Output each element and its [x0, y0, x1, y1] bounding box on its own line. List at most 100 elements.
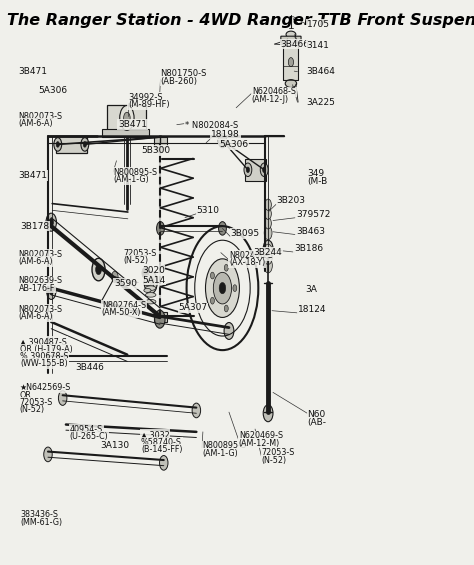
Text: 5310: 5310	[196, 206, 219, 215]
Circle shape	[264, 258, 273, 273]
Bar	[154, 137, 167, 147]
Circle shape	[246, 167, 249, 172]
Text: (AM-6-A): (AM-6-A)	[18, 119, 53, 128]
Text: N620468-S: N620468-S	[252, 88, 296, 97]
Circle shape	[156, 221, 164, 235]
Ellipse shape	[146, 286, 156, 290]
Text: N802073-S: N802073-S	[18, 112, 63, 121]
Text: N802073-S: N802073-S	[18, 250, 63, 259]
Text: AB-176-F: AB-176-F	[18, 284, 55, 293]
Text: 3B203: 3B203	[276, 196, 305, 205]
Circle shape	[218, 133, 227, 148]
Text: 3141: 3141	[307, 41, 329, 50]
Text: 379572: 379572	[296, 210, 330, 219]
Circle shape	[124, 112, 130, 124]
Text: N620469-S: N620469-S	[239, 431, 283, 440]
Text: 3B463: 3B463	[296, 227, 325, 236]
Ellipse shape	[146, 299, 156, 304]
Text: (MM-61-G): (MM-61-G)	[20, 518, 63, 527]
Circle shape	[56, 142, 59, 147]
Text: 3B446: 3B446	[76, 363, 105, 372]
Circle shape	[263, 167, 266, 172]
Text: 3B471: 3B471	[18, 171, 47, 180]
Text: 34992-S: 34992-S	[128, 93, 163, 102]
Text: 3B471: 3B471	[118, 120, 147, 129]
Text: N802764-S: N802764-S	[102, 301, 146, 310]
Circle shape	[265, 208, 272, 219]
Text: 3B095: 3B095	[231, 229, 260, 238]
Text: N800895-S: N800895-S	[202, 441, 246, 450]
Circle shape	[264, 250, 273, 264]
Text: 72053-S: 72053-S	[262, 448, 295, 457]
Bar	[102, 129, 149, 137]
Text: 18124: 18124	[298, 305, 327, 314]
Text: 5A307: 5A307	[178, 303, 208, 312]
Text: 3B466: 3B466	[281, 40, 310, 49]
Circle shape	[155, 310, 165, 328]
Text: (AX-18-Y): (AX-18-Y)	[229, 258, 265, 267]
Circle shape	[44, 447, 52, 462]
Text: 3B186: 3B186	[294, 244, 323, 253]
Circle shape	[263, 240, 273, 257]
Text: 3A225: 3A225	[307, 98, 336, 107]
Text: OR: OR	[19, 391, 31, 399]
Text: (AM-12-M): (AM-12-M)	[239, 438, 280, 447]
Circle shape	[206, 259, 239, 318]
Text: N802406-S: N802406-S	[229, 251, 273, 260]
Circle shape	[58, 391, 67, 405]
Ellipse shape	[144, 275, 151, 279]
Text: 72053-S: 72053-S	[123, 249, 156, 258]
Circle shape	[142, 267, 148, 279]
Text: (N-52): (N-52)	[262, 455, 287, 464]
Text: 1705: 1705	[307, 20, 329, 29]
Circle shape	[147, 277, 154, 288]
Text: * N802084-S: * N802084-S	[185, 121, 238, 131]
Text: 383436-S: 383436-S	[20, 510, 58, 519]
Circle shape	[144, 271, 157, 294]
Text: N60: N60	[307, 410, 326, 419]
Text: 3B464: 3B464	[307, 67, 336, 76]
Text: 349: 349	[307, 170, 324, 178]
Text: ▲ 3032: ▲ 3032	[141, 430, 170, 439]
Bar	[283, 45, 299, 80]
Text: 5A306: 5A306	[219, 140, 248, 149]
Circle shape	[111, 271, 118, 282]
Circle shape	[120, 106, 134, 131]
Circle shape	[81, 138, 89, 151]
Circle shape	[244, 163, 252, 176]
Circle shape	[263, 405, 273, 421]
Ellipse shape	[144, 288, 151, 292]
Circle shape	[92, 258, 105, 281]
Text: (AB-: (AB-	[307, 418, 326, 427]
Text: OR (H-179-A): OR (H-179-A)	[20, 345, 73, 354]
Circle shape	[224, 323, 234, 340]
Circle shape	[54, 138, 62, 151]
Text: 18198: 18198	[211, 131, 240, 140]
Bar	[56, 136, 87, 153]
Text: (AM-50-X): (AM-50-X)	[102, 308, 141, 317]
Circle shape	[265, 218, 272, 229]
Text: (N-52): (N-52)	[19, 405, 45, 414]
Circle shape	[49, 288, 53, 295]
Text: % 390678-S: % 390678-S	[20, 352, 69, 361]
Text: 3A130: 3A130	[100, 441, 129, 450]
Text: 40954-S: 40954-S	[70, 424, 103, 433]
Text: 5B300: 5B300	[141, 146, 170, 155]
Text: 3590: 3590	[114, 279, 137, 288]
Text: (N-52): (N-52)	[123, 256, 148, 265]
Circle shape	[264, 226, 272, 240]
Text: ★N642569-S: ★N642569-S	[19, 384, 71, 393]
Text: 5A306: 5A306	[38, 86, 67, 95]
Text: N801750-S: N801750-S	[161, 69, 207, 79]
Circle shape	[260, 163, 268, 176]
Circle shape	[210, 297, 214, 304]
Text: (AM-1-G): (AM-1-G)	[113, 175, 149, 184]
Text: 3B471: 3B471	[18, 67, 47, 76]
Bar	[107, 105, 146, 131]
Bar	[245, 159, 266, 181]
Circle shape	[96, 264, 101, 275]
Text: N800895-S: N800895-S	[113, 168, 157, 177]
Text: N802639-S: N802639-S	[18, 276, 63, 285]
Text: N802073-S: N802073-S	[18, 305, 63, 314]
Text: 3B178: 3B178	[20, 221, 49, 231]
